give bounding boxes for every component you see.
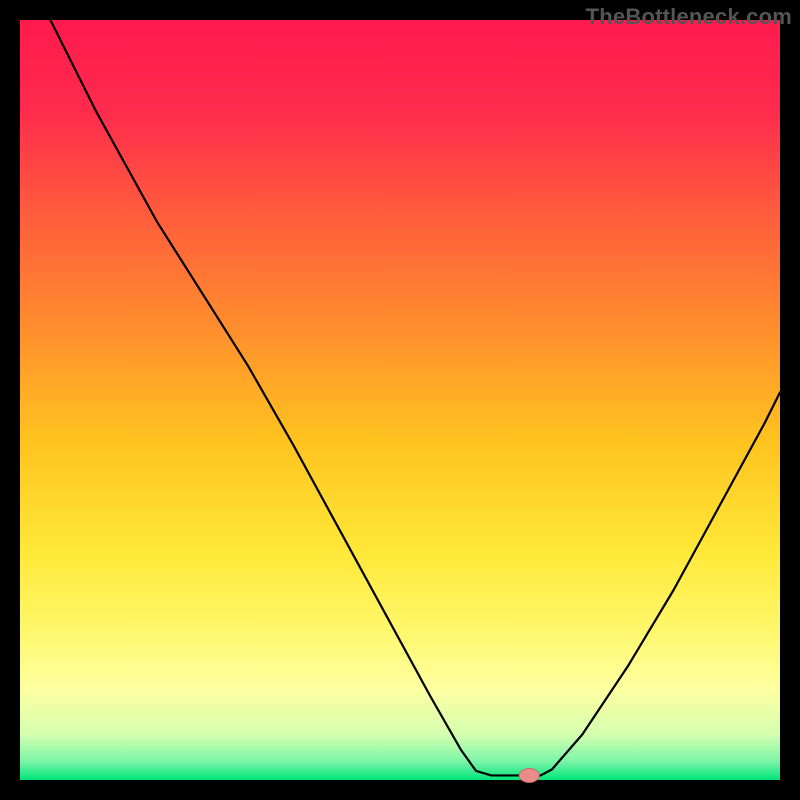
- plot-background: [20, 20, 780, 780]
- optimal-point-marker: [519, 768, 539, 782]
- watermark-text: TheBottleneck.com: [586, 4, 792, 30]
- bottleneck-chart: [0, 0, 800, 800]
- chart-container: TheBottleneck.com: [0, 0, 800, 800]
